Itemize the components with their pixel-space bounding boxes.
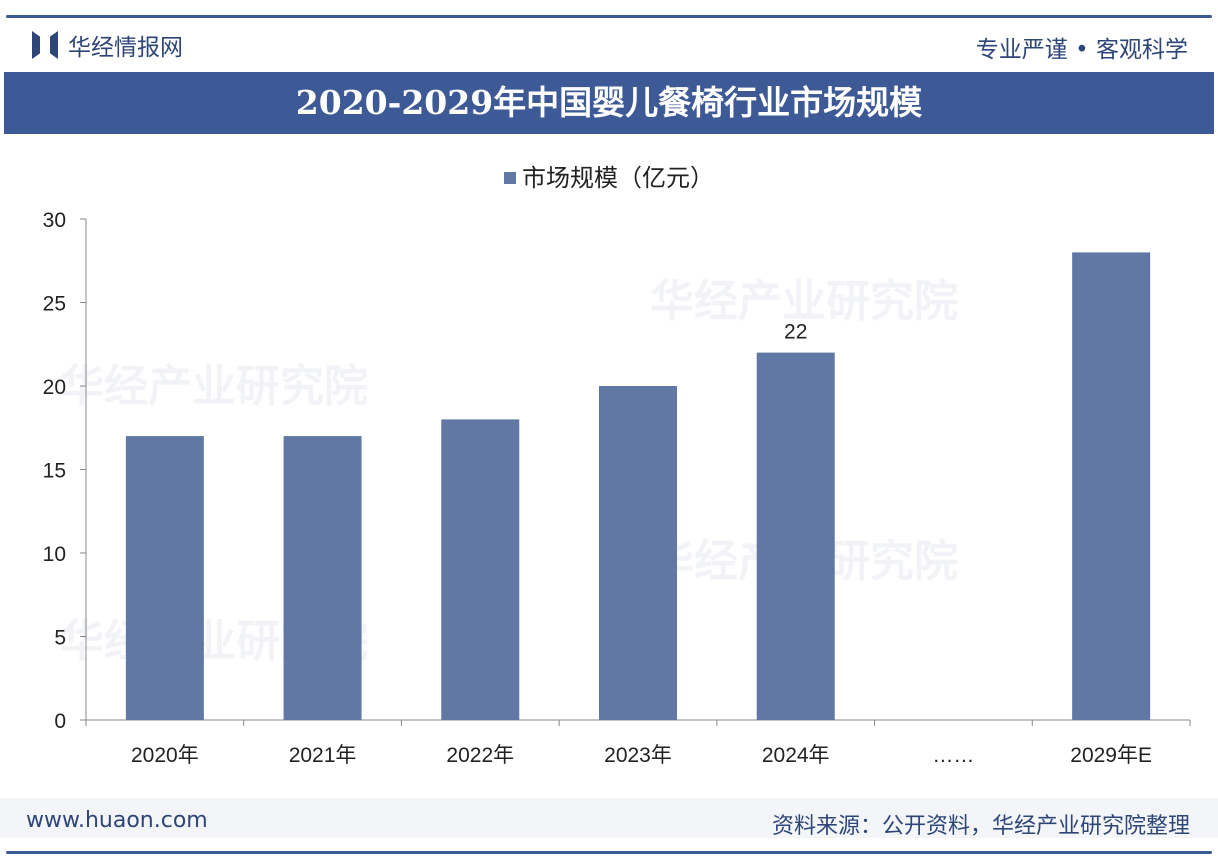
slogan: 专业严谨 • 客观科学 bbox=[975, 37, 1188, 63]
footer-url[interactable]: www.huaon.com bbox=[26, 808, 208, 833]
legend-label: 市场规模（亿元） bbox=[522, 164, 714, 192]
brand-name: 华经情报网 bbox=[68, 35, 183, 61]
x-tick-label: 2022年 bbox=[446, 744, 514, 767]
bar bbox=[125, 436, 204, 720]
x-tick-label: …… bbox=[932, 744, 974, 767]
data-label: 22 bbox=[784, 321, 807, 344]
x-tick-label: 2023年 bbox=[604, 744, 672, 767]
bottom-divider bbox=[6, 851, 1212, 854]
y-tick-label: 30 bbox=[43, 209, 66, 232]
bar bbox=[1072, 252, 1151, 720]
x-tick-label: 2029年E bbox=[1070, 744, 1152, 767]
x-tick-label: 2024年 bbox=[762, 744, 830, 767]
legend: 市场规模（亿元） bbox=[0, 158, 1218, 193]
bar bbox=[283, 436, 362, 720]
footer-source: 资料来源：公开资料，华经产业研究院整理 bbox=[771, 814, 1190, 839]
watermark: 华经产业研究院 bbox=[650, 276, 958, 327]
y-tick-label: 0 bbox=[54, 710, 66, 733]
footer-band bbox=[0, 798, 1218, 838]
watermark: 华经产业研究院 bbox=[60, 361, 368, 412]
y-tick-label: 25 bbox=[43, 293, 66, 316]
bar bbox=[599, 386, 677, 720]
legend-swatch bbox=[504, 172, 516, 184]
bar bbox=[441, 419, 520, 720]
top-divider bbox=[6, 15, 1212, 18]
y-tick-label: 10 bbox=[43, 543, 66, 566]
x-tick-label: 2020年 bbox=[131, 744, 199, 767]
y-tick-label: 20 bbox=[43, 376, 66, 399]
y-tick-label: 15 bbox=[43, 460, 66, 483]
y-tick-label: 5 bbox=[54, 627, 66, 650]
chart-title: 2020-2029年中国婴儿餐椅行业市场规模 bbox=[4, 72, 1214, 134]
brand: 华经情报网 bbox=[32, 28, 183, 62]
x-tick-label: 2021年 bbox=[289, 744, 357, 767]
bar bbox=[756, 352, 835, 720]
